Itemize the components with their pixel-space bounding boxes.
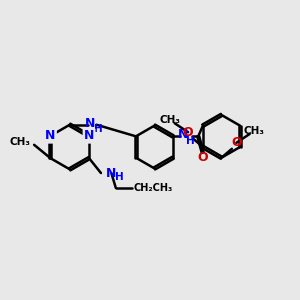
Text: N: N	[178, 128, 189, 141]
Text: CH₃: CH₃	[244, 126, 265, 136]
Text: N: N	[105, 167, 116, 179]
Text: CH₃: CH₃	[160, 115, 181, 125]
Text: O: O	[183, 126, 194, 139]
Text: H: H	[186, 136, 194, 146]
Text: H: H	[94, 124, 102, 134]
Text: N: N	[45, 129, 56, 142]
Text: N: N	[84, 129, 94, 142]
Text: O: O	[197, 151, 208, 164]
Text: CH₂CH₃: CH₂CH₃	[134, 183, 173, 193]
Text: H: H	[115, 172, 124, 182]
Text: N: N	[85, 117, 96, 130]
Text: O: O	[231, 136, 242, 149]
Text: CH₃: CH₃	[10, 137, 31, 147]
